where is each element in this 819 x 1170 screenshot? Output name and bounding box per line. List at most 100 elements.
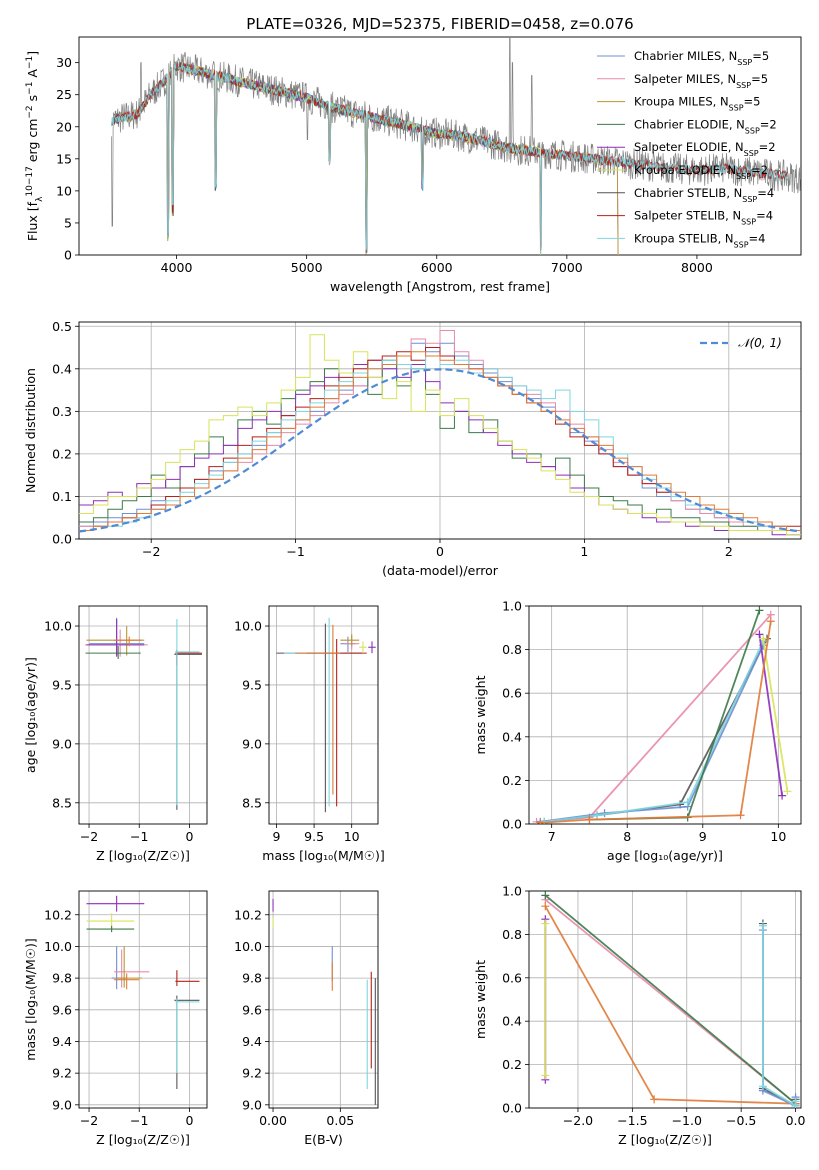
y-tick-label: 10.2 <box>44 907 72 922</box>
weight-line <box>536 614 772 823</box>
y-tick-label: 10.0 <box>234 619 262 634</box>
weight-point-marker <box>541 1071 550 1080</box>
legend-label: Salpeter MILES, NSSP=5 <box>634 72 768 90</box>
x-tick-label: 0.00 <box>259 1113 287 1128</box>
x-tick-label: −2 <box>80 829 98 844</box>
y-tick-label: 25 <box>56 87 72 102</box>
legend-label-main: Kroupa ELODIE, N <box>634 163 736 177</box>
weight-line <box>543 640 765 823</box>
legend-label: Chabrier STELIB, NSSP=4 <box>634 186 774 204</box>
spectrum-lines <box>111 37 801 255</box>
y-tick-label: 0 <box>64 248 72 263</box>
axes-frame <box>78 36 802 256</box>
axes-spectrum: 4000 5000 6000 7000 8000 0 5 10 15 20 25 30 waveleng… <box>25 36 802 294</box>
y-tick-label: 0.4 <box>502 729 522 744</box>
y-tick-label: 30 <box>56 55 72 70</box>
x-tick-label: 8000 <box>681 260 713 275</box>
model-spectrum-line <box>111 60 788 254</box>
y-tick-label: 9.6 <box>242 1002 262 1017</box>
legend-label-suffix: =2 <box>760 117 777 131</box>
legend-label: Salpeter ELODIE, NSSP=2 <box>634 140 776 158</box>
legend-label-sub: SSP <box>736 80 751 89</box>
y-tick-label: 9.0 <box>52 736 72 751</box>
y-tick-label: 1.0 <box>502 599 522 614</box>
x-tick-label: −1.0 <box>672 1113 702 1128</box>
legend-label-suffix: =4 <box>749 231 766 245</box>
y-tick-label: 10.2 <box>234 907 262 922</box>
legend-label-main: Salpeter ELODIE, N <box>634 140 744 154</box>
weight-point-marker <box>758 1082 767 1091</box>
weight-point-marker <box>755 606 764 615</box>
y-label-part: −2 <box>25 105 35 118</box>
x-tick-label: −1 <box>286 544 304 559</box>
weight-point-marker <box>736 811 745 820</box>
x-tick-label: 6000 <box>421 260 453 275</box>
x-axis-label: age [log₁₀(age/yr)] <box>607 848 723 863</box>
weight-point-marker <box>791 1097 800 1106</box>
legend-label-sub: SSP <box>737 58 752 67</box>
weight-point-marker <box>766 617 775 626</box>
legend-label-main: Chabrier STELIB, N <box>634 186 742 200</box>
y-label-part: s <box>25 95 40 106</box>
y-label-part: −1 <box>25 56 35 69</box>
y-tick-label: 9.6 <box>52 1002 72 1017</box>
x-tick-label: 0 <box>185 829 193 844</box>
y-tick-label: 9.2 <box>52 1066 72 1081</box>
weight-point-marker <box>585 815 594 824</box>
y-label-part: λ <box>35 196 45 202</box>
y-label-part: −17 <box>25 166 35 185</box>
weight-series-weight_vs_age <box>532 606 792 824</box>
y-tick-label: 0.5 <box>52 319 72 334</box>
x-tick-label: 0 <box>185 1113 193 1128</box>
y-tick-label: 9.8 <box>242 971 262 986</box>
y-tick-label: 9.2 <box>242 1066 262 1081</box>
y-tick-label: 15 <box>56 151 72 166</box>
y-tick-label: 9.5 <box>242 677 262 692</box>
x-tick-label: 8 <box>623 829 631 844</box>
y-tick-label: 10 <box>56 183 72 198</box>
y-tick-label: 9.4 <box>52 1034 72 1049</box>
x-tick-label: 10 <box>770 829 786 844</box>
y-tick-label: 9.5 <box>52 677 72 692</box>
y-tick-label: 9.8 <box>52 971 72 986</box>
x-tick-label: 0 <box>436 544 444 559</box>
y-tick-label: 1.0 <box>502 884 522 899</box>
x-axis-label: Z [log₁₀(Z/Z☉)] <box>96 848 190 863</box>
legend-label-sub: SSP <box>745 126 760 135</box>
x-tick-label: −2 <box>142 544 160 559</box>
errorbar-series-age_vs_Z <box>85 617 202 810</box>
y-axis-label: Normed distribution <box>23 368 38 493</box>
x-tick-label: 4000 <box>161 260 193 275</box>
residual-legend: 𝒩(0, 1) <box>700 336 782 350</box>
x-axis-label: mass [log₁₀(M/M☉)] <box>262 848 384 863</box>
y-tick-label: 9.0 <box>242 1097 262 1112</box>
axes-frame <box>78 605 208 825</box>
x-tick-label: 2 <box>725 544 733 559</box>
legend-label-suffix: =5 <box>751 72 768 86</box>
legend-label-sub: SSP <box>736 172 751 181</box>
axes-mass_vs_EBV: 0.00 0.05 9.0 9.2 9.4 9.6 9.8 10.0 10.2 E(B-V) <box>234 890 379 1147</box>
histogram-series <box>79 330 801 536</box>
legend-label-main: Chabrier ELODIE, N <box>634 117 745 131</box>
weight-line <box>758 634 783 796</box>
weight-point-marker <box>783 787 792 796</box>
normal-curve-line <box>79 368 801 533</box>
weight-point-marker <box>593 811 601 820</box>
legend-label: 𝒩(0, 1) <box>738 336 782 350</box>
legend-label-sub: SSP <box>744 149 759 158</box>
legend-label-suffix: =4 <box>756 209 773 223</box>
y-tick-label: 0.8 <box>502 927 522 942</box>
errorbar-series-age_vs_mass <box>276 617 376 813</box>
x-tick-label: −0.5 <box>726 1113 756 1128</box>
y-tick-label: 0.2 <box>502 773 522 788</box>
y-label-part: A <box>25 69 40 82</box>
errorbar-series-mass_vs_Z <box>86 895 200 1089</box>
weight-line <box>543 638 768 823</box>
axes-weight_vs_Z: −2.0 −1.5 −1.0 −0.5 0.0 0.0 0.2 0.4 0.6 0.8 1.0 Z [… <box>473 884 806 1148</box>
y-tick-label: 20 <box>56 119 72 134</box>
x-axis-label: wavelength [Angstrom, rest frame] <box>330 279 550 294</box>
x-axis-label: (data-model)/error <box>382 563 499 578</box>
weight-point-marker <box>536 818 545 824</box>
y-label-part: erg cm <box>25 119 40 167</box>
